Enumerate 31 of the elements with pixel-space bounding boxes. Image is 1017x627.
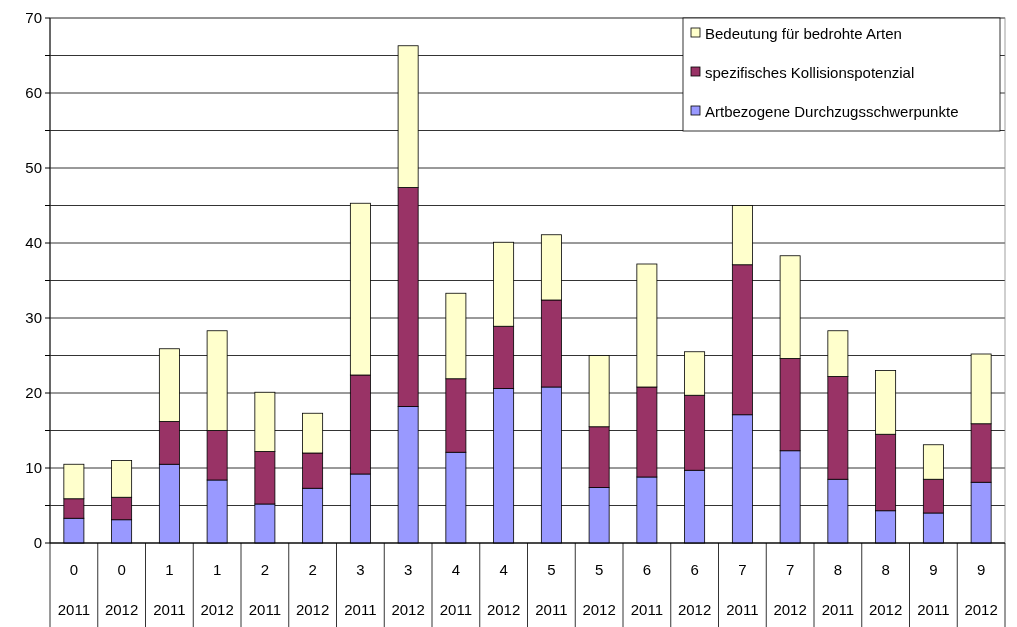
category-label: 2 2011 [248, 561, 282, 619]
category-label: 7 2011 [726, 561, 759, 619]
category-label: 1 2011 [153, 561, 186, 619]
category-label: 3 2011 [344, 561, 377, 619]
category-label: 7 2012 [773, 561, 807, 619]
category-label: 5 2012 [582, 561, 616, 619]
y-tick-label: 70 [25, 9, 42, 27]
y-tick-label: 30 [25, 309, 42, 327]
category-label: 5 2011 [535, 561, 568, 619]
category-label: 8 2012 [868, 561, 903, 619]
category-label: 3 2012 [391, 561, 425, 619]
category-label: 4 2011 [439, 561, 473, 619]
y-tick-label: 40 [25, 234, 42, 252]
category-label: 8 2011 [821, 561, 855, 619]
legend-label: Bedeutung für bedrohte Arten [705, 25, 902, 43]
y-tick-label: 20 [25, 384, 42, 402]
category-label: 6 2011 [630, 561, 664, 619]
category-label: 6 2012 [677, 561, 712, 619]
category-label: 9 2012 [964, 561, 998, 619]
category-label: 1 2012 [200, 561, 234, 619]
category-label: 4 2012 [486, 561, 521, 619]
y-tick-label: 10 [25, 459, 42, 477]
y-tick-label: 50 [25, 159, 42, 177]
category-label: 0 2011 [57, 561, 91, 619]
category-label: 9 2011 [917, 561, 950, 619]
category-label: 0 2012 [104, 561, 139, 619]
y-tick-label: 0 [33, 534, 42, 552]
y-tick-label: 60 [25, 84, 42, 102]
legend-label: Artbezogene Durchzugsschwerpunkte [705, 103, 959, 121]
category-label: 2 2012 [295, 561, 330, 619]
legend-label: spezifisches Kollisionspotenzial [705, 64, 915, 82]
